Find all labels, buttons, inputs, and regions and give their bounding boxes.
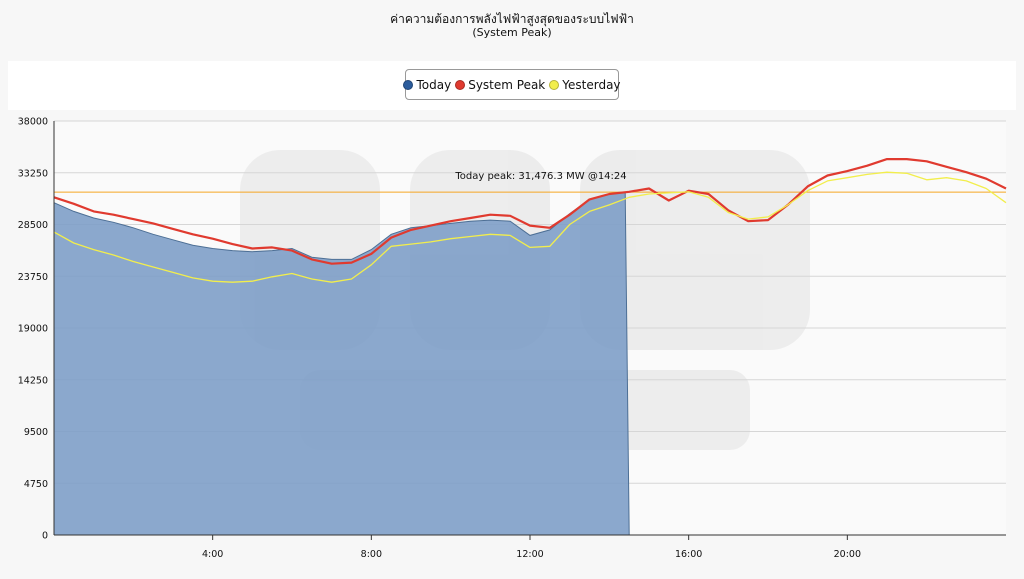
legend-label-system-peak: System Peak (468, 77, 546, 92)
legend-item-system-peak[interactable]: System Peak (455, 78, 545, 92)
today-peak-annotation: Today peak: 31,476.3 MW @14:24 (454, 171, 626, 182)
y-tick-label: 33250 (18, 168, 48, 179)
legend-label-yesterday: Yesterday (562, 77, 621, 92)
y-tick-label: 4750 (24, 479, 48, 490)
y-tick-label: 9500 (24, 427, 48, 438)
legend-item-yesterday[interactable]: Yesterday (549, 77, 621, 92)
y-tick-label: 14250 (18, 375, 48, 386)
legend-item-today[interactable]: Today (403, 78, 451, 92)
legend-label-today: Today (416, 77, 452, 92)
y-tick-label: 19000 (18, 324, 48, 335)
x-tick-label: 4:00 (202, 549, 223, 560)
x-tick-label: 12:00 (516, 549, 543, 560)
x-tick-label: 20:00 (834, 549, 861, 560)
y-tick-label: 0 (42, 531, 48, 542)
legend-marker-yesterday (549, 79, 560, 90)
y-tick-label: 38000 (18, 117, 48, 128)
series-line-system-peak (53, 158, 1007, 265)
legend-marker-today (403, 79, 414, 90)
series-area-today (54, 192, 630, 535)
chart-subtitle: (System Peak) (472, 26, 552, 39)
legend-marker-system-peak (455, 79, 466, 90)
legend: Today System Peak Yesterday (403, 69, 621, 100)
series-area-outline-today (53, 191, 630, 536)
y-tick-label: 28500 (18, 220, 48, 231)
y-tick-label: 23750 (18, 272, 48, 283)
chart-title: ค่าความต้องการพลังไฟฟ้าสูงสุดของระบบไฟฟ้… (390, 12, 634, 26)
series-line-yesterday (53, 171, 1007, 283)
x-tick-label: 16:00 (675, 549, 702, 560)
x-tick-label: 8:00 (361, 549, 382, 560)
